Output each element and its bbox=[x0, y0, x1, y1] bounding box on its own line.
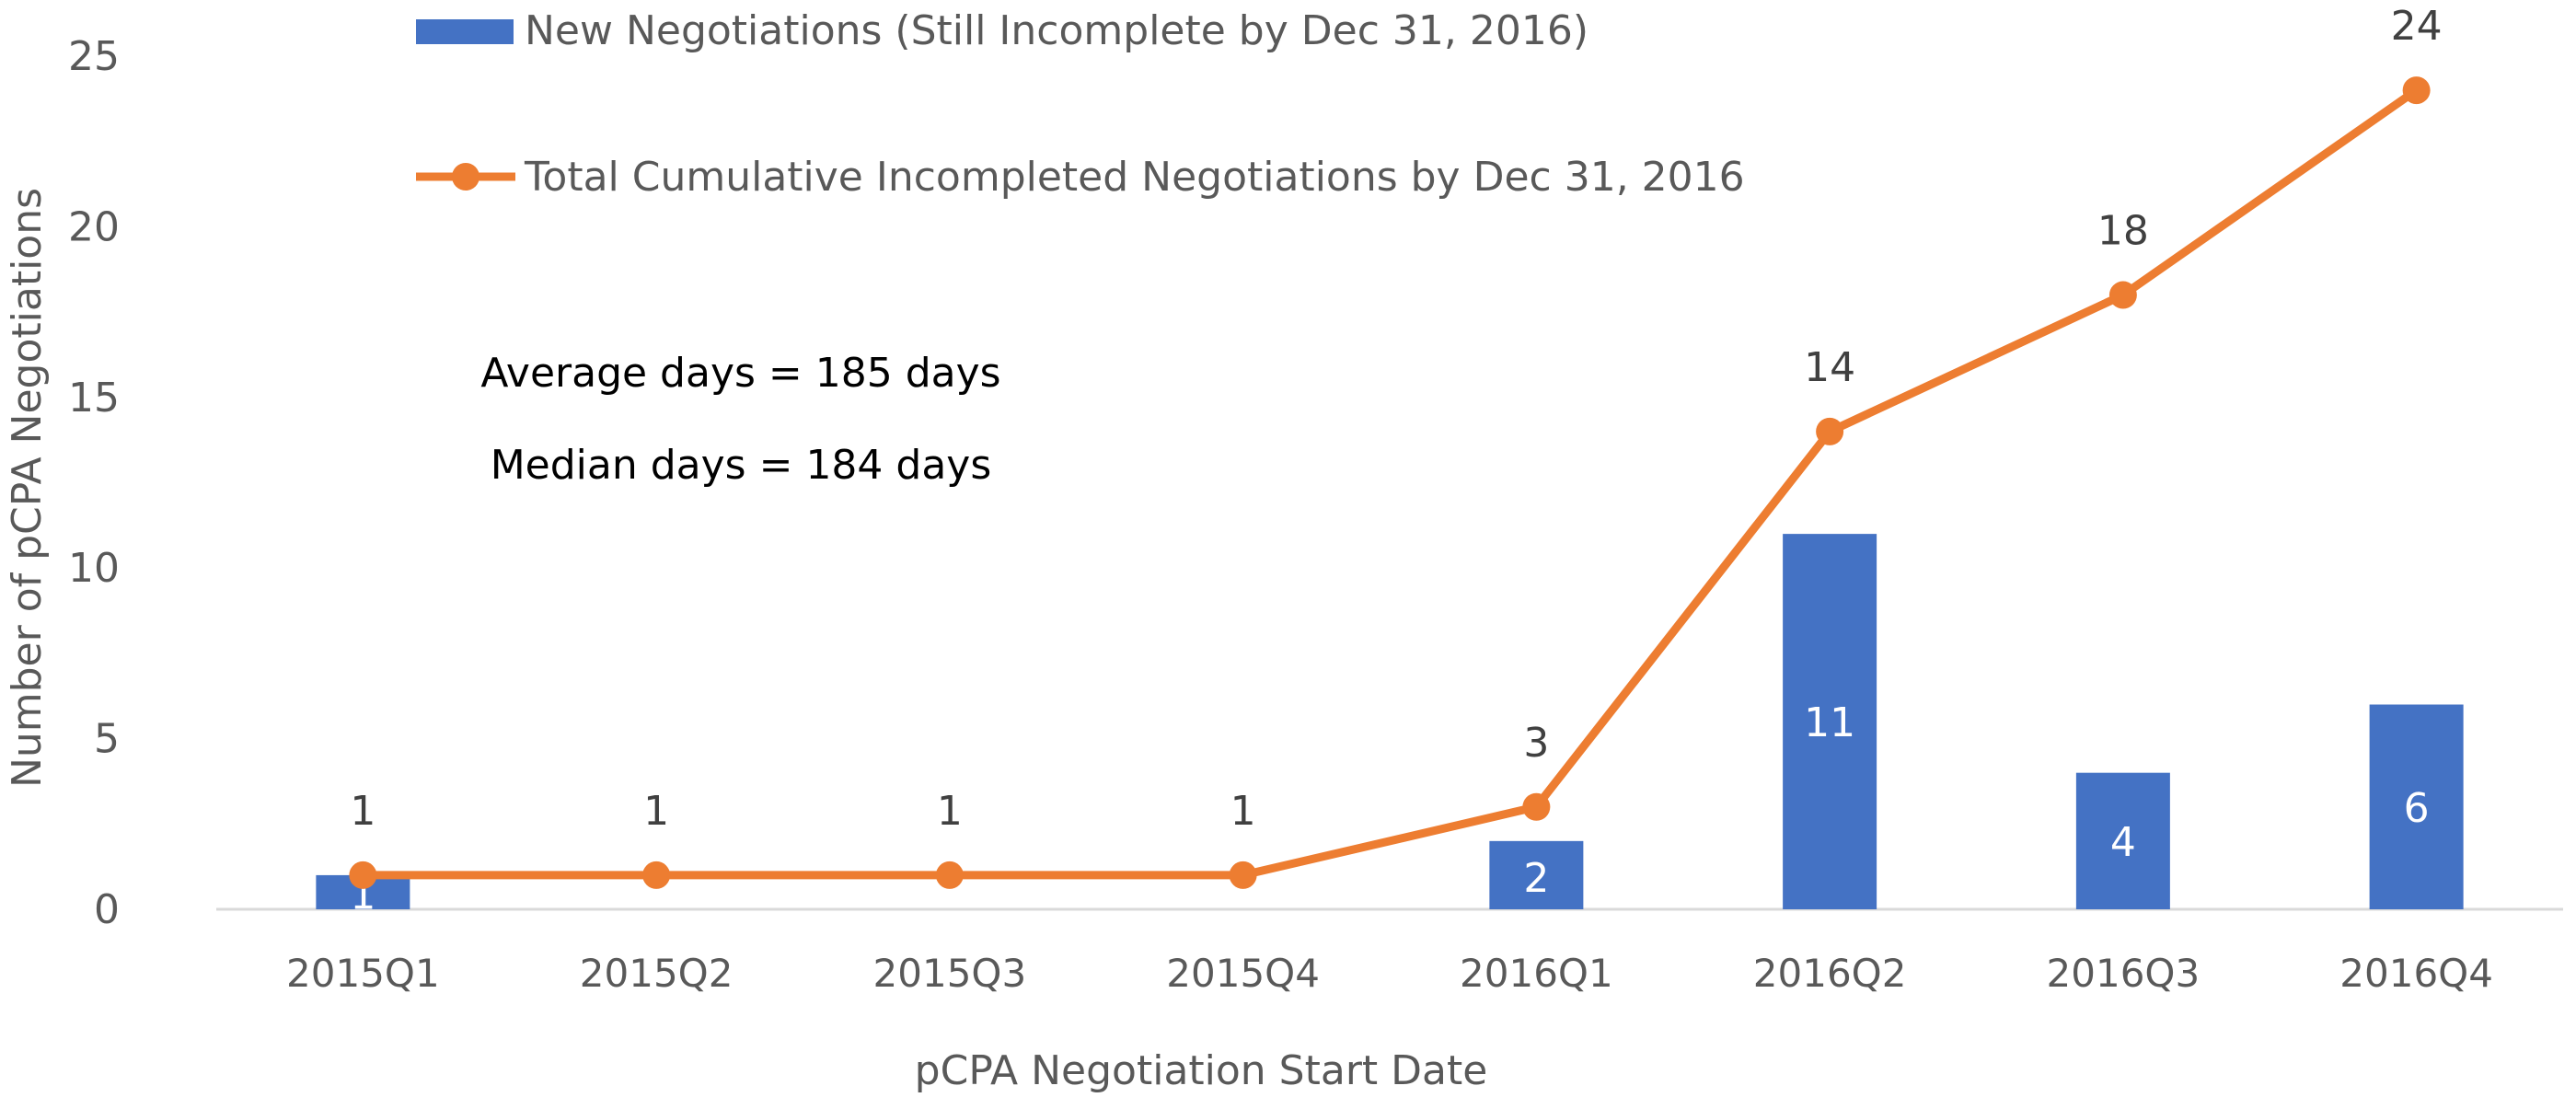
line-point bbox=[642, 861, 671, 889]
x-tick-label: 2016Q2 bbox=[1753, 951, 1907, 996]
bar-value-label: 2 bbox=[1523, 855, 1549, 902]
legend-swatch-marker bbox=[452, 163, 479, 191]
line-point bbox=[1816, 417, 1844, 445]
legend-swatch-bar bbox=[416, 19, 514, 44]
line-point bbox=[935, 861, 964, 889]
x-axis-ticks: 2015Q1 2015Q2 2015Q3 2015Q4 2016Q1 2016Q2 2016… bbox=[286, 951, 2493, 996]
y-tick-label: 0 bbox=[94, 886, 120, 933]
legend-label-bar: New Negotiations (Still Incomplete by De… bbox=[525, 7, 1588, 54]
y-tick-label: 15 bbox=[68, 375, 120, 422]
y-axis-ticks: 0 5 10 15 20 25 bbox=[68, 33, 120, 933]
x-tick-label: 2015Q3 bbox=[873, 951, 1027, 996]
line-value-label: 1 bbox=[350, 788, 375, 835]
y-axis-label: Number of pCPA Negotiations bbox=[4, 188, 51, 788]
line-point bbox=[2108, 281, 2137, 309]
bar bbox=[2369, 704, 2464, 909]
line-value-label: 18 bbox=[2097, 208, 2149, 255]
bar-value-label: 11 bbox=[1804, 699, 1855, 746]
cumulative-line bbox=[358, 86, 2421, 880]
legend: New Negotiations (Still Incomplete by De… bbox=[416, 7, 1745, 201]
line-value-label: 1 bbox=[937, 788, 963, 835]
line-point bbox=[349, 861, 377, 889]
x-tick-label: 2015Q4 bbox=[1166, 951, 1320, 996]
line-value-label: 14 bbox=[1804, 344, 1855, 391]
y-tick-label: 10 bbox=[68, 545, 120, 592]
annotation-average: Average days = 185 days bbox=[480, 350, 1000, 397]
y-tick-label: 20 bbox=[68, 203, 120, 250]
bar bbox=[1783, 534, 1877, 909]
x-tick-label: 2015Q2 bbox=[580, 951, 734, 996]
x-tick-label: 2016Q4 bbox=[2339, 951, 2493, 996]
line-series bbox=[349, 76, 2431, 889]
legend-label-line: Total Cumulative Incompleted Negotiation… bbox=[524, 154, 1745, 201]
bar bbox=[2075, 772, 2170, 909]
line-value-label: 3 bbox=[1523, 720, 1549, 767]
line-point bbox=[2402, 76, 2431, 105]
x-tick-label: 2016Q3 bbox=[2047, 951, 2201, 996]
bar-series bbox=[316, 534, 2464, 909]
y-tick-label: 5 bbox=[94, 716, 120, 763]
bar-value-label: 4 bbox=[2110, 819, 2136, 866]
line-value-label: 24 bbox=[2391, 3, 2443, 50]
line-value-label: 1 bbox=[1230, 788, 1256, 835]
line-point bbox=[1522, 792, 1551, 821]
x-axis-label: pCPA Negotiation Start Date bbox=[915, 1047, 1488, 1094]
annotation-median: Median days = 184 days bbox=[491, 442, 992, 489]
y-tick-label: 25 bbox=[68, 33, 120, 80]
line-value-label: 1 bbox=[643, 788, 669, 835]
bar-value-label: 6 bbox=[2404, 785, 2430, 832]
line-point bbox=[1229, 861, 1257, 889]
x-tick-label: 2015Q1 bbox=[286, 951, 440, 996]
x-tick-label: 2016Q1 bbox=[1460, 951, 1613, 996]
bar bbox=[1489, 840, 1584, 909]
